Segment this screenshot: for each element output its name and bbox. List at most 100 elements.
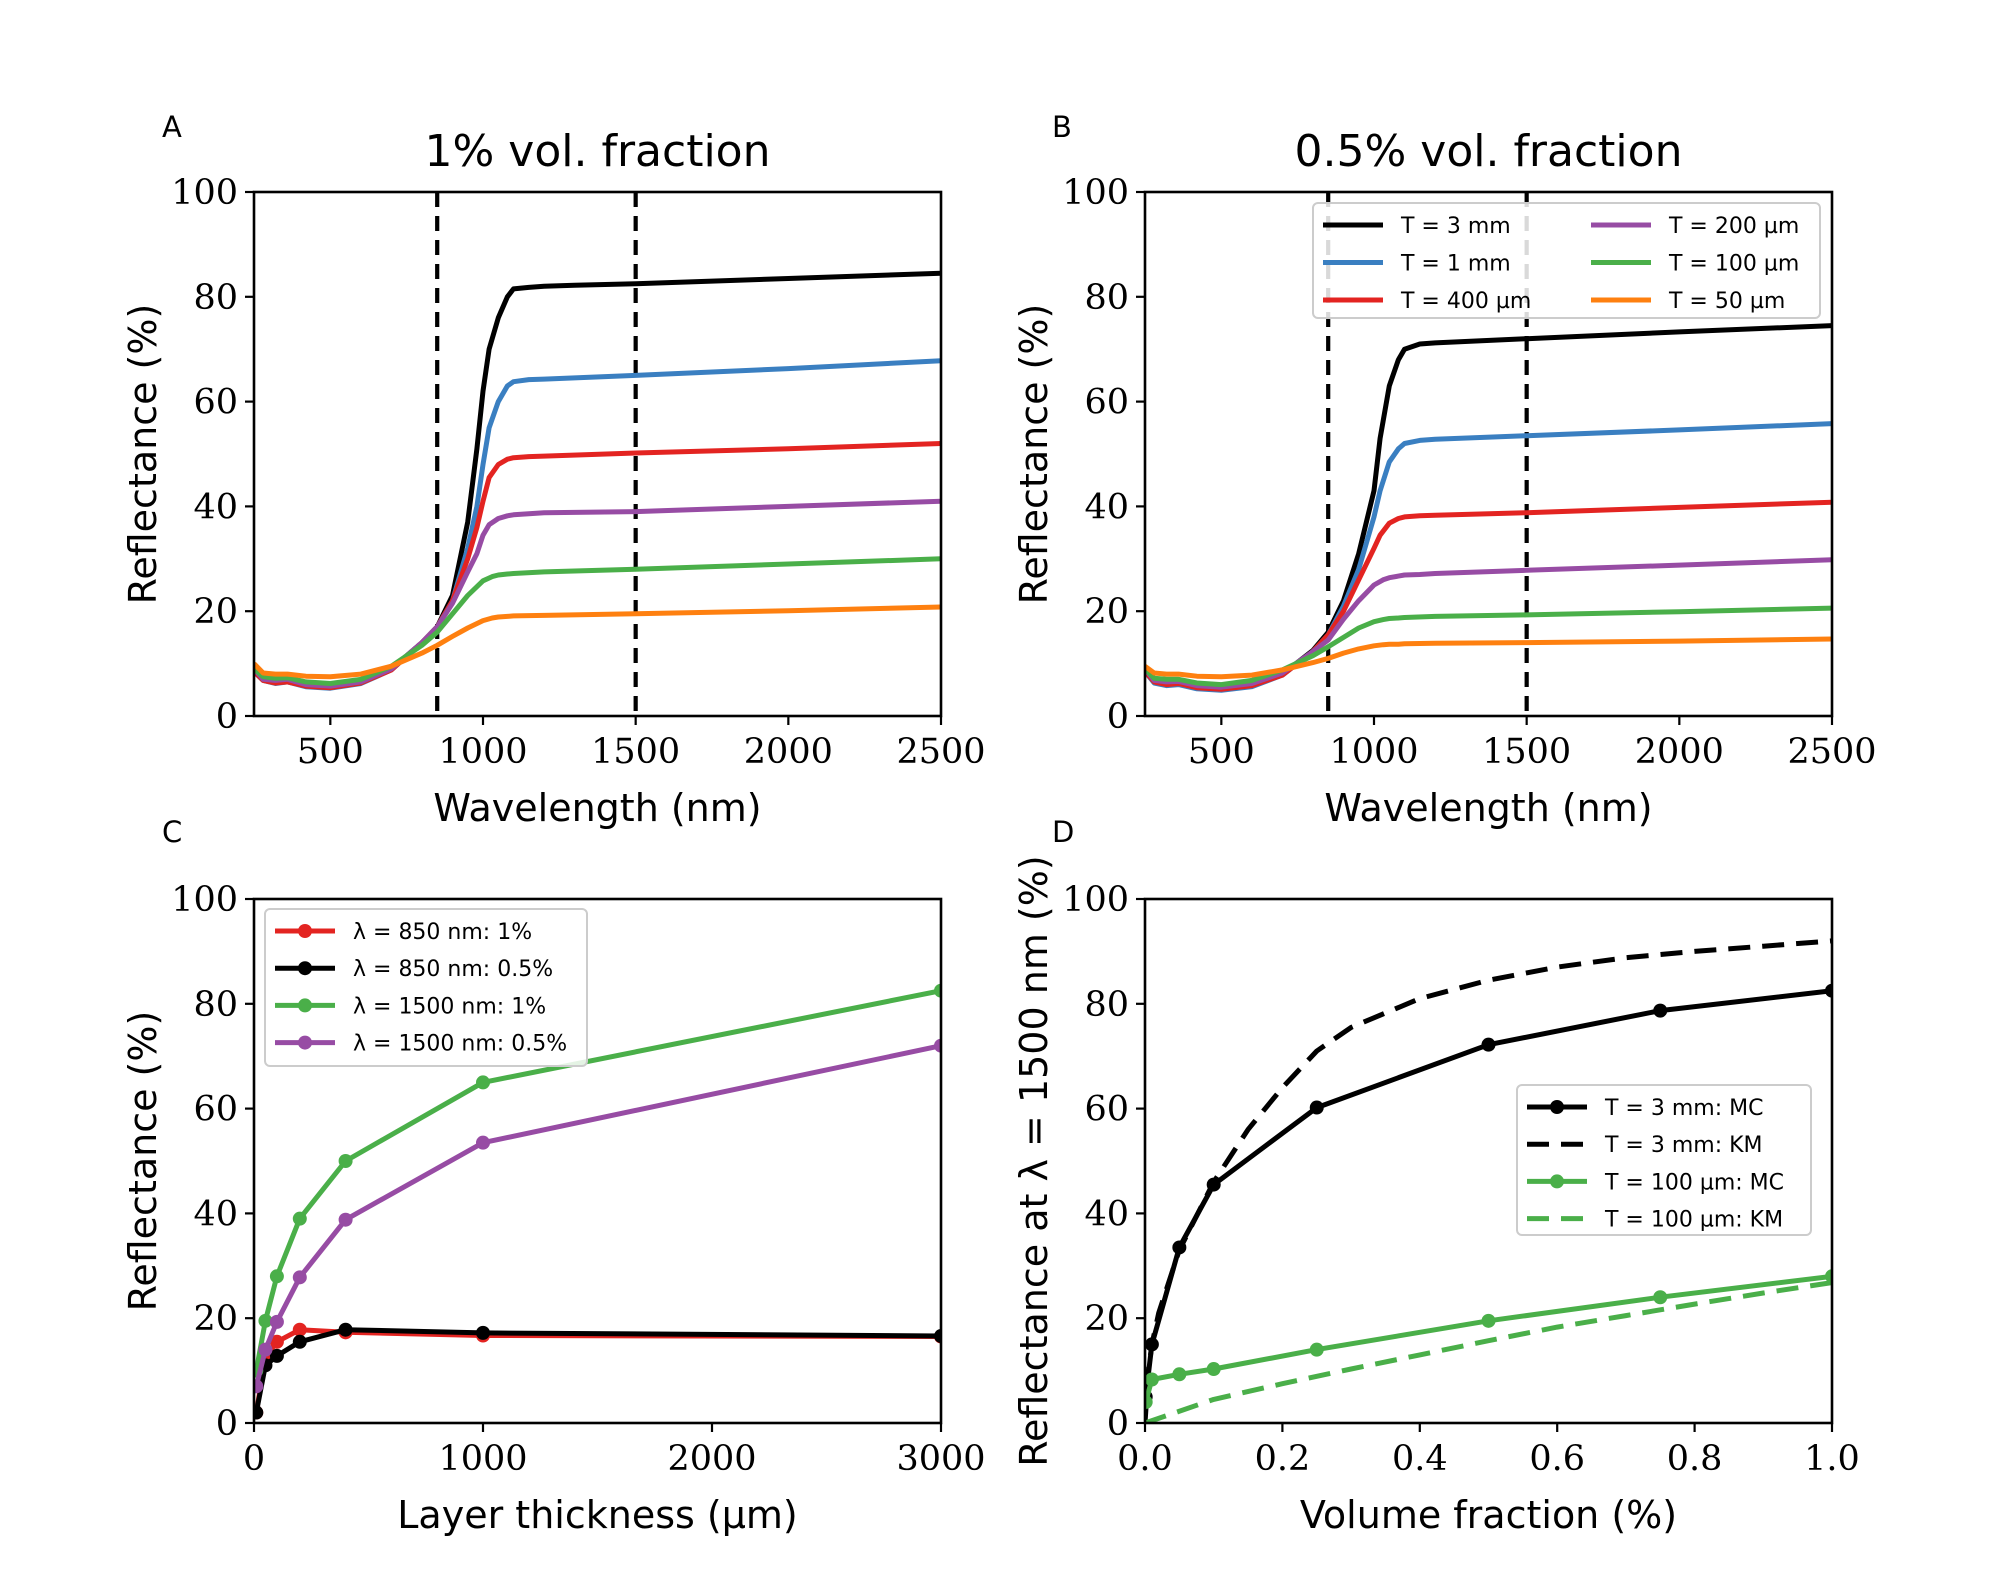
legend-marker bbox=[298, 924, 312, 938]
legend-label: T = 3 mm: MC bbox=[1604, 1096, 1763, 1121]
data-point bbox=[292, 1211, 307, 1226]
x-tick-label: 0.6 bbox=[1529, 1439, 1585, 1479]
series-line bbox=[1145, 557, 1832, 690]
x-axis-label: Volume fraction (%) bbox=[1300, 1493, 1677, 1537]
legend-marker bbox=[298, 961, 312, 976]
data-point bbox=[934, 1329, 941, 1344]
panel-letter: B bbox=[1052, 110, 1072, 144]
data-point bbox=[1145, 1372, 1159, 1387]
chart-title: 1% vol. fraction bbox=[425, 126, 771, 177]
y-tick-label: 80 bbox=[1084, 985, 1129, 1025]
x-tick-label: 1.0 bbox=[1804, 1439, 1860, 1479]
axes-frame bbox=[252, 897, 943, 1425]
data-point bbox=[269, 1348, 284, 1363]
axes-frame bbox=[1143, 190, 1834, 718]
x-tick-label: 2000 bbox=[744, 732, 833, 772]
x-tick-label: 0.0 bbox=[1117, 1439, 1173, 1479]
series-line bbox=[1145, 938, 1832, 1423]
y-tick-label: 40 bbox=[193, 1194, 238, 1234]
series-group bbox=[1145, 938, 1832, 1423]
x-tick-label: 3000 bbox=[896, 1439, 985, 1479]
series-line bbox=[254, 441, 941, 691]
x-tick-label: 1000 bbox=[438, 1439, 527, 1479]
legend-label: T = 3 mm: KM bbox=[1604, 1133, 1763, 1158]
panel-c: C 0 1000 2000 3000 0 20 40 60 80 100 Layer thicknes… bbox=[121, 815, 986, 1537]
x-tick-label: 0 bbox=[243, 1439, 265, 1479]
x-tick-label: 0.2 bbox=[1255, 1439, 1311, 1479]
data-point bbox=[476, 1075, 490, 1090]
y-tick-label: 0 bbox=[216, 697, 238, 737]
panel-a: A 1% vol. fraction 500 1000 1500 2000 2500 0 20 4… bbox=[121, 110, 986, 830]
y-tick-label: 20 bbox=[1084, 1299, 1129, 1339]
legend: T = 3 mm T = 1 mm T = 400 µm T = 200 µm T = … bbox=[1312, 202, 1821, 319]
y-tick-label: 0 bbox=[216, 1404, 238, 1444]
y-axis-label: Reflectance at λ = 1500 nm (%) bbox=[1012, 855, 1056, 1466]
y-tick-label: 40 bbox=[193, 487, 238, 527]
x-axis-label: Wavelength (nm) bbox=[433, 786, 761, 830]
x-tick-label: 2500 bbox=[896, 732, 985, 772]
legend-label: λ = 850 nm: 0.5% bbox=[353, 957, 553, 982]
legend-label: λ = 850 nm: 1% bbox=[353, 920, 532, 945]
x-axis-label: Wavelength (nm) bbox=[1324, 786, 1652, 830]
series-line bbox=[254, 604, 941, 680]
legend-label: T = 100 µm: KM bbox=[1604, 1208, 1783, 1233]
series-line bbox=[254, 498, 941, 689]
series-line bbox=[254, 358, 941, 691]
data-point bbox=[292, 1322, 307, 1337]
data-point bbox=[338, 1212, 353, 1227]
data-point bbox=[1653, 1003, 1668, 1018]
data-point bbox=[269, 1314, 284, 1329]
data-point bbox=[476, 1135, 490, 1150]
legend-label: T = 100 µm bbox=[1668, 252, 1799, 277]
chart-title: 0.5% vol. fraction bbox=[1295, 126, 1683, 177]
x-tick-label: 1000 bbox=[438, 732, 527, 772]
x-tick-label: 500 bbox=[1188, 732, 1255, 772]
data-point bbox=[1172, 1367, 1187, 1382]
legend: T = 3 mm: MC T = 3 mm: KM T = 100 µm: MC T … bbox=[1516, 1084, 1812, 1236]
x-tick-label: 2000 bbox=[667, 1439, 756, 1479]
data-point bbox=[1206, 1362, 1221, 1377]
x-tick-label: 0.8 bbox=[1667, 1439, 1723, 1479]
legend-marker bbox=[1550, 1174, 1564, 1189]
series-line bbox=[1145, 499, 1832, 692]
legend-box bbox=[1516, 1084, 1812, 1236]
series-group bbox=[254, 192, 941, 716]
x-tick-label: 2500 bbox=[1787, 732, 1876, 772]
data-point bbox=[1825, 983, 1832, 998]
series-line bbox=[1145, 636, 1832, 680]
y-tick-label: 60 bbox=[1084, 383, 1129, 423]
y-tick-label: 0 bbox=[1107, 697, 1129, 737]
y-axis-label: Reflectance (%) bbox=[1012, 304, 1056, 605]
legend: λ = 850 nm: 1% λ = 850 nm: 0.5% λ = 1500 n… bbox=[264, 908, 588, 1067]
legend-label: T = 100 µm: MC bbox=[1604, 1170, 1784, 1195]
y-tick-label: 100 bbox=[1062, 173, 1129, 213]
y-tick-label: 60 bbox=[193, 383, 238, 423]
data-point bbox=[254, 1405, 264, 1420]
legend-label: T = 200 µm bbox=[1668, 214, 1799, 239]
data-point bbox=[1481, 1037, 1496, 1052]
series-line bbox=[254, 1327, 941, 1413]
legend-box bbox=[1312, 202, 1821, 319]
legend-label: T = 1 mm bbox=[1400, 252, 1511, 277]
data-point bbox=[1481, 1313, 1496, 1328]
series-line bbox=[1145, 988, 1832, 1398]
series-line bbox=[1145, 421, 1832, 693]
axes-frame bbox=[1143, 897, 1834, 1425]
panel-b: B 0.5% vol. fraction 500 1000 1500 2000 2500 0 2… bbox=[1012, 110, 1877, 830]
x-tick-label: 500 bbox=[297, 732, 364, 772]
y-tick-label: 0 bbox=[1107, 1404, 1129, 1444]
x-tick-label: 1500 bbox=[1482, 732, 1571, 772]
legend-label: T = 50 µm bbox=[1668, 289, 1785, 314]
panel-letter: A bbox=[162, 110, 182, 144]
data-point bbox=[338, 1322, 353, 1337]
panel-d: D 0.0 0.2 0.4 0.6 0.8 1.0 0 20 40 60 80 100 Volume fr… bbox=[1012, 815, 1860, 1537]
x-tick-label: 2000 bbox=[1635, 732, 1724, 772]
legend-label: λ = 1500 nm: 0.5% bbox=[353, 1032, 567, 1057]
legend-box bbox=[264, 908, 588, 1067]
legend-label: T = 3 mm bbox=[1400, 214, 1511, 239]
x-tick-label: 0.4 bbox=[1392, 1439, 1448, 1479]
data-point bbox=[269, 1269, 284, 1284]
y-tick-label: 20 bbox=[193, 592, 238, 632]
y-tick-label: 60 bbox=[193, 1090, 238, 1130]
